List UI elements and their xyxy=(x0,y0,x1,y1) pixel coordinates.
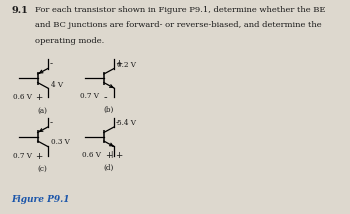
Text: -: - xyxy=(49,59,52,68)
Text: (c): (c) xyxy=(37,165,47,173)
Text: (d): (d) xyxy=(103,164,113,172)
Text: (a): (a) xyxy=(37,106,47,114)
Text: +: + xyxy=(105,150,113,160)
Text: (b): (b) xyxy=(103,105,113,113)
Text: -: - xyxy=(115,118,118,127)
Text: 0.2 V: 0.2 V xyxy=(118,61,136,68)
Text: 0.3 V: 0.3 V xyxy=(51,138,70,146)
Text: operating mode.: operating mode. xyxy=(35,37,104,45)
Text: For each transistor shown in Figure P9.1, determine whether the BE: For each transistor shown in Figure P9.1… xyxy=(35,6,326,14)
Text: 5.4 V: 5.4 V xyxy=(118,119,136,127)
Text: 9.1: 9.1 xyxy=(11,6,28,15)
Text: 0.7 V: 0.7 V xyxy=(13,152,32,160)
Text: 0.6 V: 0.6 V xyxy=(13,93,32,101)
Text: |: | xyxy=(110,150,113,158)
Text: 0.7 V: 0.7 V xyxy=(79,92,99,100)
Text: -: - xyxy=(104,92,107,102)
Text: 0.6 V: 0.6 V xyxy=(82,150,102,159)
Text: +: + xyxy=(115,59,122,68)
Text: +: + xyxy=(115,150,122,160)
Text: 4 V: 4 V xyxy=(51,81,63,89)
Text: +: + xyxy=(35,93,42,102)
Text: Figure P9.1: Figure P9.1 xyxy=(11,195,70,204)
Text: -: - xyxy=(49,118,52,127)
Text: and BC junctions are forward- or reverse-biased, and determine the: and BC junctions are forward- or reverse… xyxy=(35,21,322,29)
Text: +: + xyxy=(35,152,42,160)
